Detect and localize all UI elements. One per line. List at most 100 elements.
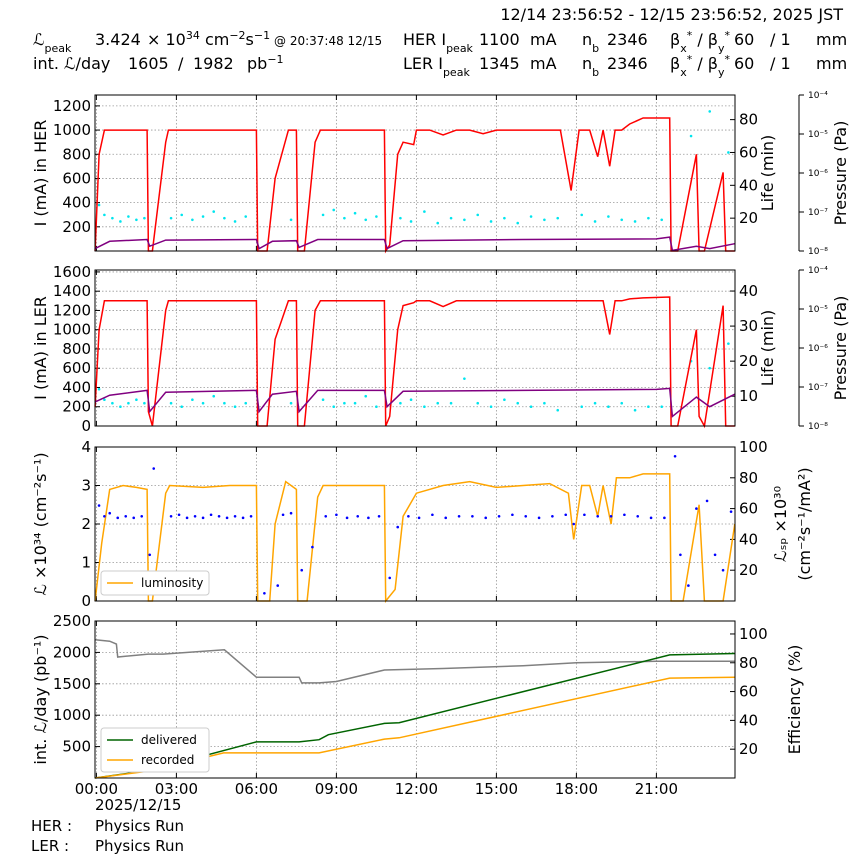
y2-tick-label: 20 <box>739 352 758 370</box>
data-point <box>324 515 328 518</box>
header-item: int. ℒ/day <box>33 54 110 73</box>
data-point <box>201 516 205 520</box>
header-seg: −1 <box>267 53 283 66</box>
data-point <box>556 216 560 220</box>
header-item: ℒpeak <box>33 30 72 55</box>
data-point <box>119 220 122 223</box>
header-seg: x <box>680 66 687 79</box>
y2-tick-label: 80 <box>739 654 758 672</box>
data-point <box>423 405 426 409</box>
data-point <box>103 213 106 217</box>
data-point <box>289 218 293 222</box>
header-seg: b <box>592 42 599 55</box>
data-point <box>727 342 730 345</box>
y3-tick-label: 10⁻⁸ <box>808 247 828 257</box>
header-item: mA <box>530 54 557 73</box>
header-seg: HER I <box>403 30 446 49</box>
header-seg: n <box>582 30 592 49</box>
header-item: βx* / βy* <box>670 29 731 55</box>
y-tick-label: 0 <box>81 417 91 435</box>
header-seg: 34 <box>186 29 200 42</box>
data-point <box>564 513 568 517</box>
data-point <box>244 401 248 405</box>
y3-tick-label: 10⁻⁵ <box>808 305 828 315</box>
data-point <box>103 515 106 518</box>
data-point <box>497 515 501 518</box>
data-point <box>543 401 546 405</box>
data-point <box>449 401 453 405</box>
header-item: HER Ipeak <box>403 30 474 55</box>
data-point <box>583 513 586 517</box>
series-line <box>94 473 736 604</box>
header-item: 2346 <box>607 54 648 73</box>
header-seg: peak <box>443 66 470 79</box>
data-point <box>212 210 216 213</box>
y-tick-label: 0 <box>81 592 91 610</box>
data-point <box>191 398 194 402</box>
data-point <box>127 215 130 218</box>
data-point <box>124 515 128 518</box>
header-seg: LER I <box>403 54 443 73</box>
data-point <box>135 218 138 222</box>
data-point <box>201 215 205 218</box>
data-point <box>572 522 576 526</box>
y2-label: Life (min) <box>758 135 777 212</box>
data-point <box>97 203 101 207</box>
data-point <box>431 513 434 517</box>
data-point <box>551 515 554 518</box>
y3-tick-label: 10⁻⁷ <box>808 208 828 218</box>
data-point <box>244 215 248 218</box>
data-point <box>543 218 546 222</box>
data-point <box>367 516 370 520</box>
data-point <box>727 151 730 154</box>
x-tick-label: 00:00 <box>75 780 118 798</box>
data-point <box>423 210 426 213</box>
data-point <box>191 218 194 222</box>
ring-state: Physics Run <box>95 817 184 835</box>
data-point <box>332 208 336 212</box>
data-point <box>185 516 189 520</box>
data-point <box>516 401 520 405</box>
header-item: LER Ipeak <box>403 54 470 79</box>
plot-frame <box>94 620 736 779</box>
data-point <box>233 405 237 409</box>
y-tick-label: 2 <box>81 515 91 533</box>
data-point <box>132 516 136 520</box>
data-point <box>444 516 448 520</box>
period: 12/14 23:56:52 - 12/15 23:56:52, 2025 JS… <box>500 5 843 24</box>
data-point <box>263 592 266 595</box>
y3-tick-label: 10⁻⁷ <box>808 383 828 393</box>
data-point <box>111 216 114 220</box>
y3-label: Pressure (Pa) <box>831 121 850 226</box>
data-point <box>335 513 338 517</box>
data-point <box>708 366 712 370</box>
header-seg: s <box>246 30 254 49</box>
data-point <box>537 516 541 520</box>
data-point <box>169 216 173 220</box>
plot-frame <box>94 94 736 252</box>
y-tick-label: 200 <box>62 218 91 236</box>
data-point <box>489 220 493 223</box>
data-point <box>276 584 280 587</box>
data-point <box>180 213 184 217</box>
data-point <box>241 516 245 520</box>
legend-label: recorded <box>141 753 194 767</box>
y2-tick-label: 20 <box>739 561 758 579</box>
y-tick-label: 400 <box>62 194 91 212</box>
header-seg: peak <box>45 42 72 55</box>
data-point <box>353 401 357 405</box>
data-point <box>223 216 226 220</box>
data-point <box>529 215 533 218</box>
data-point <box>223 401 226 405</box>
header-seg: peak <box>446 42 473 55</box>
header-seg: β <box>670 30 680 49</box>
data-point <box>116 516 120 520</box>
data-point <box>607 405 610 409</box>
data-point <box>321 213 325 217</box>
data-point <box>343 216 346 220</box>
data-point <box>193 515 197 518</box>
data-point <box>633 408 637 412</box>
data-point <box>580 213 584 217</box>
x-tick-label: 03:00 <box>155 780 198 798</box>
header-seg: n <box>582 54 592 73</box>
